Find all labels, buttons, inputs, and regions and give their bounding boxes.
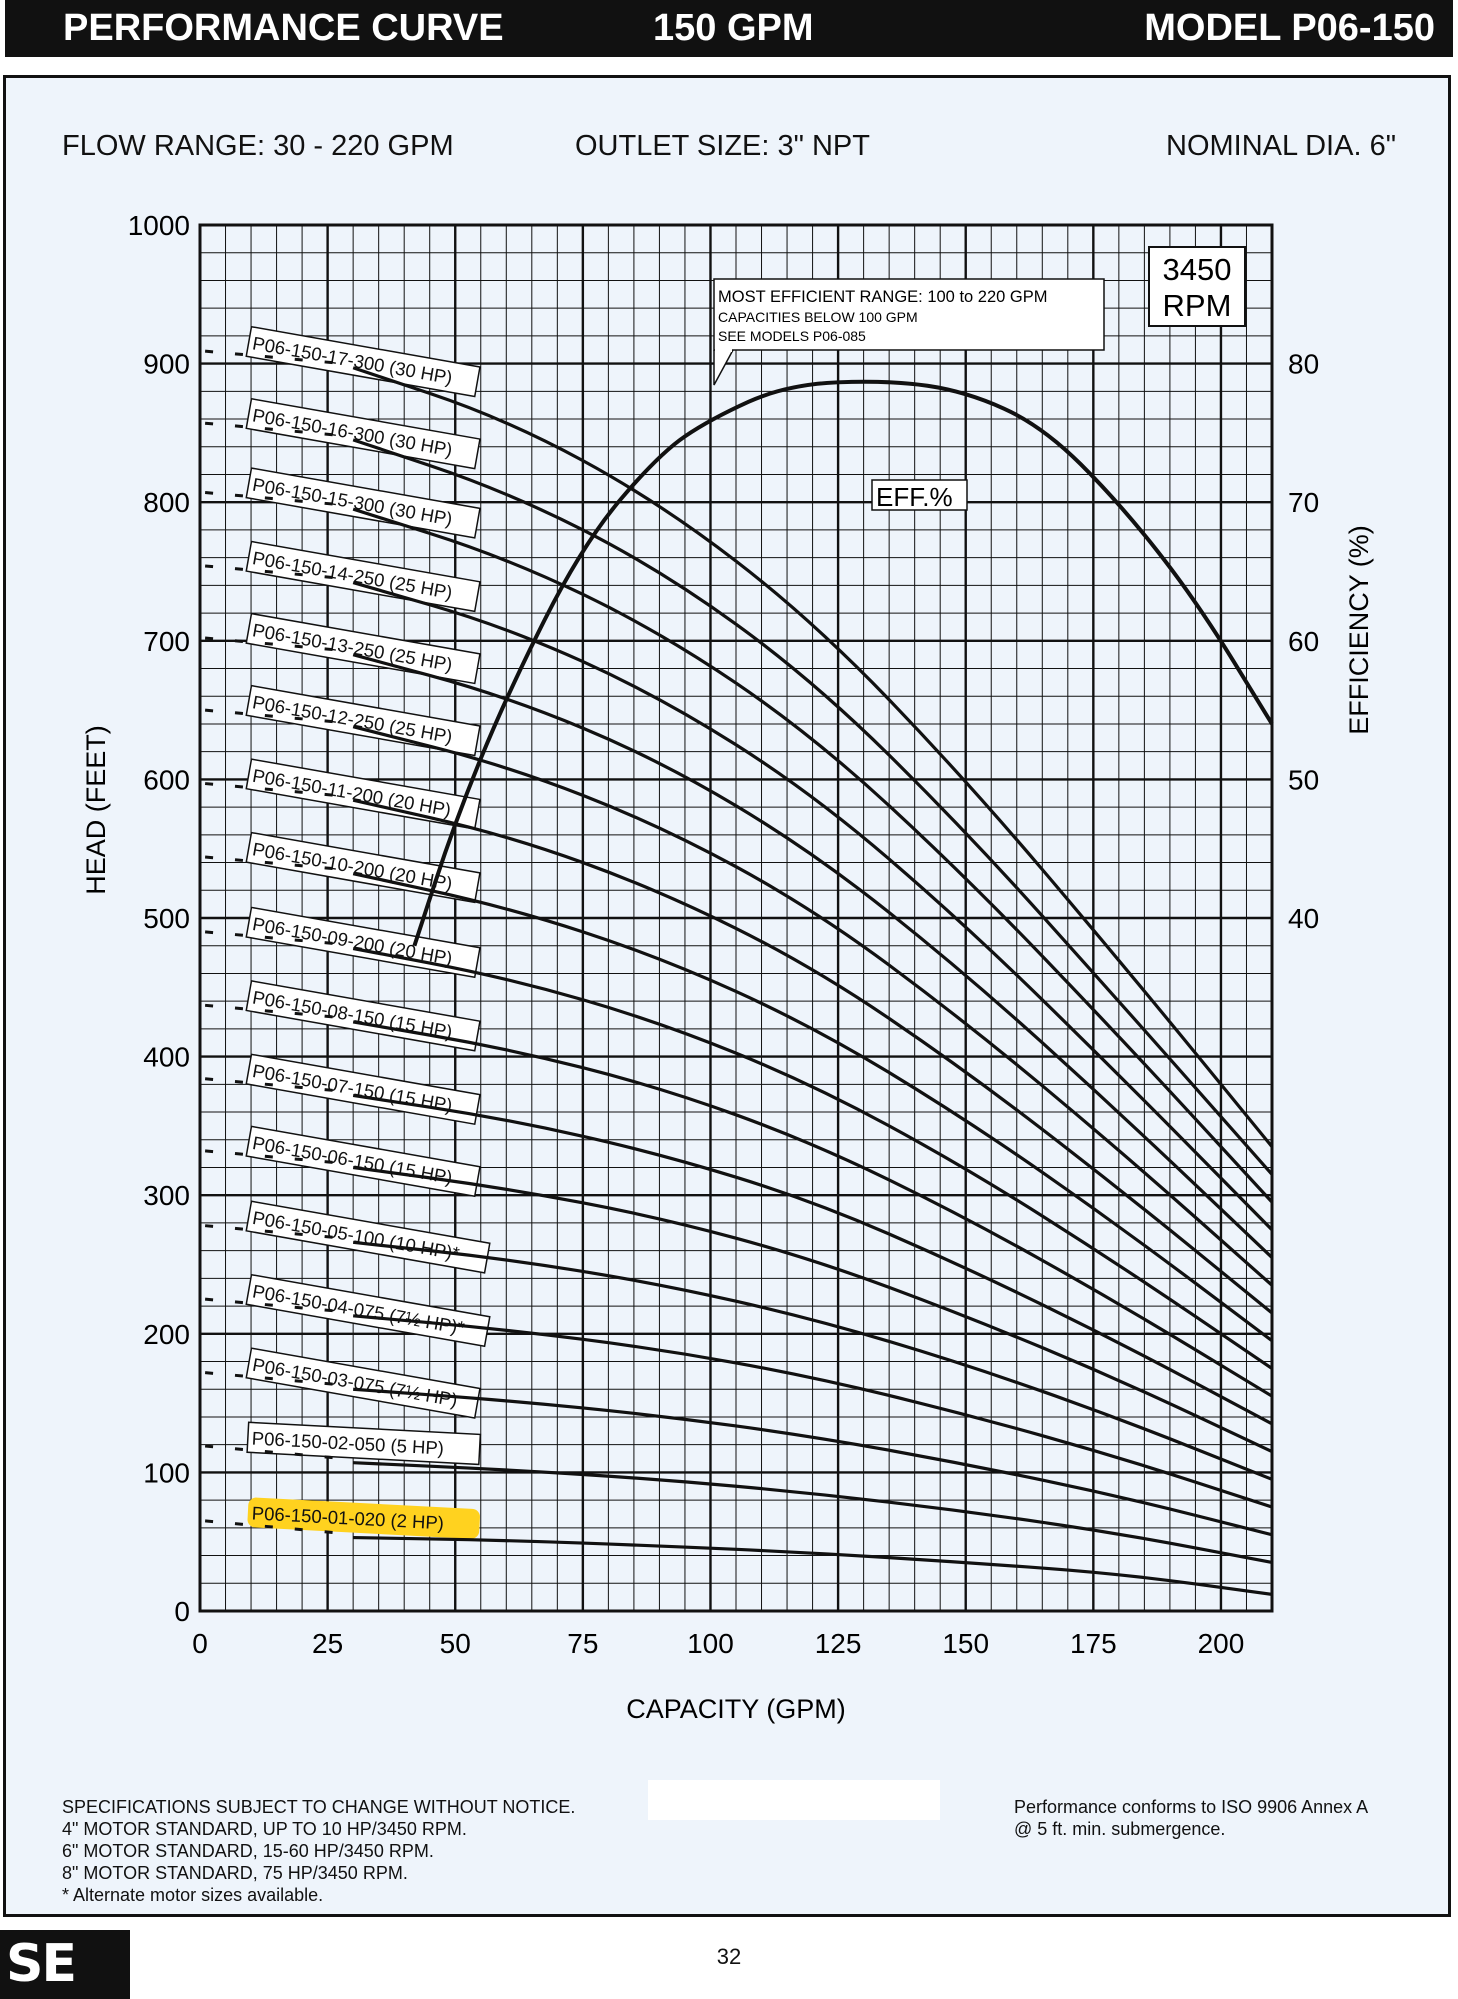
- series-line-1: [352, 366, 1274, 1148]
- series-label-17: P06-150-01-020 (2 HP): [247, 1497, 480, 1539]
- blank-box: [648, 1780, 940, 1820]
- page-number: 32: [716, 1944, 742, 1969]
- y-tick-label: 500: [143, 903, 190, 934]
- y-tick-label: 300: [143, 1180, 190, 1211]
- series-line-2: [352, 438, 1274, 1176]
- header-title: PERFORMANCE CURVE: [63, 7, 504, 49]
- series-line-4: [352, 581, 1274, 1231]
- y2-tick-label: 40: [1288, 903, 1319, 934]
- spec-note: 8" MOTOR STANDARD, 75 HP/3450 RPM.: [62, 1863, 408, 1883]
- series-label-box: [245, 758, 481, 830]
- company-logo: SE: [0, 1930, 130, 1999]
- series-label-box: [245, 467, 481, 539]
- series-label-box: [245, 1347, 481, 1419]
- header-model: MODEL P06-150: [1144, 7, 1435, 49]
- note-box: [713, 278, 1105, 351]
- efficiency-label-box: [871, 479, 968, 511]
- y2-tick-label: 80: [1288, 349, 1319, 380]
- series-label-box: [245, 540, 481, 613]
- y-tick-label: 800: [143, 487, 190, 518]
- series-line-3: [352, 507, 1274, 1204]
- series-label-box: [245, 612, 481, 685]
- y-tick-label: 900: [143, 349, 190, 380]
- series-label-box: [245, 397, 481, 470]
- x-axis-title: CAPACITY (GPM): [626, 1694, 846, 1724]
- spec-note: * Alternate motor sizes available.: [62, 1885, 324, 1905]
- series-line-5: [352, 653, 1274, 1259]
- x-tick-label: 0: [192, 1628, 208, 1659]
- spec-note: 4" MOTOR STANDARD, UP TO 10 HP/3450 RPM.: [62, 1819, 467, 1839]
- x-tick-label: 125: [815, 1628, 862, 1659]
- page-header: PERFORMANCE CURVE 150 GPM MODEL P06-150: [5, 0, 1453, 57]
- series-label-box: [245, 1273, 491, 1348]
- x-tick-label: 100: [687, 1628, 734, 1659]
- series-line-12: [352, 1165, 1273, 1454]
- note-line: SEE MODELS P06-085: [718, 328, 866, 344]
- efficiency-line: [412, 379, 1274, 947]
- y-tick-label: 200: [143, 1319, 190, 1350]
- series-label-box: [245, 684, 481, 757]
- series-line-17: [353, 1535, 1273, 1596]
- y-tick-label: 600: [143, 764, 190, 795]
- rpm-unit: RPM: [1163, 288, 1232, 323]
- nominal-diameter: NOMINAL DIA. 6": [1166, 130, 1396, 162]
- y-tick-label: 700: [143, 626, 190, 657]
- note-pointer-cover: [715, 348, 732, 352]
- series-label-box: [247, 1497, 480, 1539]
- x-tick-label: 75: [567, 1628, 598, 1659]
- note-pointer: [713, 349, 734, 386]
- series-line-6: [352, 725, 1274, 1287]
- series-line-11: [352, 1093, 1273, 1426]
- series-line-10: [352, 1020, 1273, 1398]
- spec-notes: SPECIFICATIONS SUBJECT TO CHANGE WITHOUT…: [62, 1796, 575, 1906]
- rpm-value: 3450: [1163, 252, 1232, 287]
- outlet-size: OUTLET SIZE: 3" NPT: [575, 130, 870, 162]
- series-line-15: [353, 1387, 1273, 1537]
- series-line-14: [352, 1314, 1273, 1509]
- series-line-9: [352, 946, 1273, 1370]
- series-label-16: P06-150-02-050 (5 HP): [246, 1421, 482, 1466]
- y2-axis-title: EFFICIENCY (%): [1344, 525, 1374, 735]
- conformance-line: @ 5 ft. min. submergence.: [1014, 1819, 1226, 1839]
- y-tick-label: 100: [143, 1457, 190, 1488]
- note-line: CAPACITIES BELOW 100 GPM: [718, 309, 918, 325]
- series-label-box: [245, 1125, 481, 1198]
- conformance-note: Performance conforms to ISO 9906 Annex A…: [1014, 1796, 1368, 1840]
- x-tick-label: 150: [942, 1628, 989, 1659]
- y2-tick-label: 70: [1288, 487, 1319, 518]
- logo-text: SE: [6, 1934, 77, 1994]
- flow-range: FLOW RANGE: 30 - 220 GPM: [62, 130, 454, 162]
- note-line: MOST EFFICIENT RANGE: 100 to 220 GPM: [718, 288, 1047, 306]
- y2-tick-label: 60: [1288, 626, 1319, 657]
- x-tick-label: 200: [1198, 1628, 1245, 1659]
- spec-note: 6" MOTOR STANDARD, 15-60 HP/3450 RPM.: [62, 1841, 434, 1861]
- efficiency-label: EFF.%: [876, 482, 953, 512]
- y-tick-label: 0: [174, 1596, 190, 1627]
- plot-frame: [198, 223, 1274, 1613]
- series-line-13: [352, 1240, 1273, 1481]
- y-tick-label: 1000: [128, 210, 190, 241]
- series-label-box: [245, 325, 481, 398]
- x-tick-label: 175: [1070, 1628, 1117, 1659]
- y2-tick-label: 50: [1288, 764, 1319, 795]
- header-flow: 150 GPM: [653, 7, 814, 49]
- series-line-16: [353, 1461, 1273, 1565]
- series-line-7: [352, 798, 1274, 1315]
- series-label-box: [245, 906, 481, 979]
- y-tick-label: 400: [143, 1042, 190, 1073]
- series-label-box: [245, 831, 481, 904]
- x-tick-label: 50: [440, 1628, 471, 1659]
- spec-note: SPECIFICATIONS SUBJECT TO CHANGE WITHOUT…: [62, 1797, 576, 1817]
- conformance-line: Performance conforms to ISO 9906 Annex A: [1014, 1797, 1369, 1817]
- x-tick-label: 25: [312, 1628, 343, 1659]
- series-label-box: [246, 1421, 482, 1466]
- y-axis-title: HEAD (FEET): [81, 725, 111, 895]
- series-line-8: [352, 872, 1273, 1343]
- rpm-box: [1148, 246, 1246, 327]
